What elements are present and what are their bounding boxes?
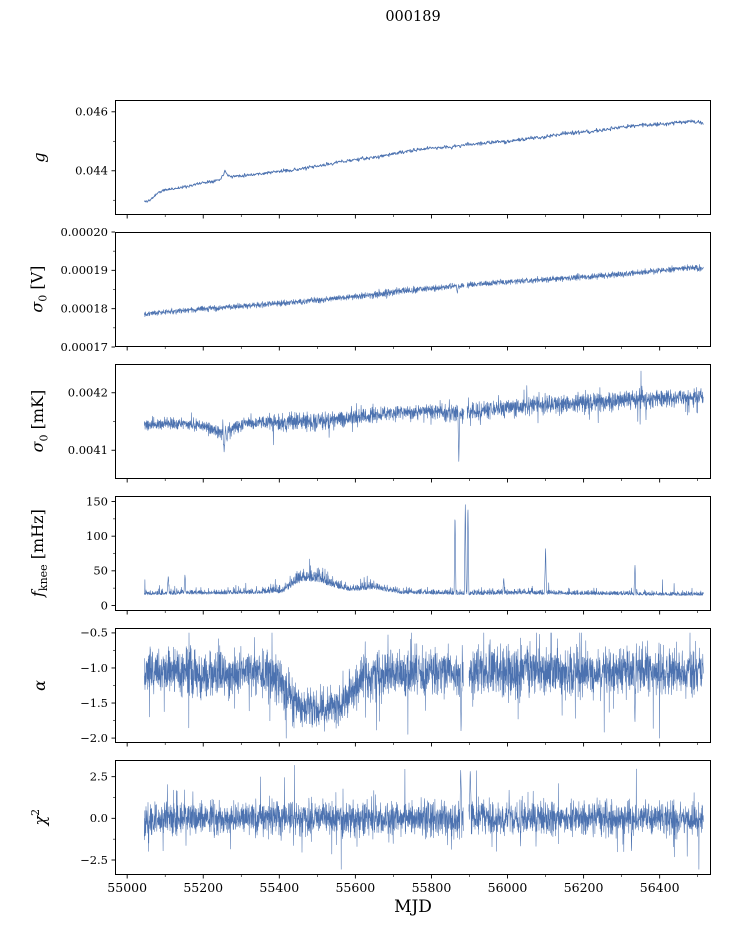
series-line-sigma0-v: [144, 282, 465, 317]
y-axis-label-text-alpha: α: [29, 680, 49, 691]
x-tick-label: 56400: [640, 880, 680, 895]
y-tick-label: 0.046: [75, 105, 108, 119]
series-line-alpha: [144, 632, 464, 739]
series-line-sigma0-mk: [144, 399, 465, 462]
y-axis-label-text-g: g: [29, 152, 49, 163]
x-tick-label: 55600: [335, 880, 375, 895]
series-line-sigma0-mk: [466, 370, 704, 427]
y-axis-label-g: g: [24, 100, 54, 215]
series-line-g: [143, 119, 704, 203]
x-axis-label: MJD: [394, 897, 432, 917]
y-tick-label: −2.0: [80, 731, 108, 745]
panel-frame-alpha: [115, 628, 711, 743]
y-axis-label-text-sigma0-v: σ0 [V]: [27, 265, 51, 314]
y-axis-label-text-chi2: χ2: [28, 809, 50, 826]
y-axis-label-chi2: χ2: [24, 760, 54, 875]
y-tick-label: 0.044: [75, 164, 108, 178]
y-axis-label-sigma0-mk: σ0 [mK]: [24, 364, 54, 479]
x-tick-label: 55400: [259, 880, 299, 895]
series-line-alpha: [468, 632, 704, 739]
x-tick-label: 55200: [183, 880, 223, 895]
y-tick-label: 50: [93, 564, 108, 578]
y-tick-label: 0.0042: [68, 386, 108, 400]
panel-sigma0-v: 0.00017 0.00018 0.00019 0.00020: [60, 225, 711, 354]
x-tick-label: 56200: [564, 880, 604, 895]
y-tick-label: 150: [86, 494, 108, 508]
panel-frame-sigma0-mk: [115, 364, 711, 479]
panel-sigma0-mk: 0.0041 0.0042: [68, 364, 711, 483]
y-axis-label-text-fknee: fknee [mHz]: [27, 509, 51, 598]
panel-fknee: 0 50 100 150: [86, 494, 711, 615]
x-tick-label: 55000: [107, 880, 147, 895]
y-tick-label: −1.0: [80, 661, 108, 675]
panel-frame-fknee: [115, 496, 711, 611]
y-tick-label: −2.5: [80, 853, 108, 867]
y-tick-label: 0.00017: [60, 340, 108, 354]
panel-frame-sigma0-v: [115, 232, 711, 347]
panel-frame-g: [115, 100, 711, 215]
y-tick-label: 0.00020: [60, 225, 108, 239]
y-tick-label: −1.5: [80, 696, 108, 710]
y-tick-label: 100: [86, 529, 108, 543]
series-line-sigma0-v: [466, 264, 704, 289]
panel-frame-chi2: [115, 760, 711, 875]
chart-title: 000189: [385, 9, 441, 25]
y-tick-label: 0.00019: [60, 263, 108, 277]
y-axis-label-sigma0-v: σ0 [V]: [24, 232, 54, 347]
y-axis-label-text-sigma0-mk: σ0 [mK]: [27, 390, 51, 453]
y-tick-label: 0.00018: [60, 301, 108, 315]
y-tick-label: 0.0041: [68, 443, 108, 457]
y-axis-label-fknee: fknee [mHz]: [24, 496, 54, 611]
panel-alpha: −0.5 −1.0 −1.5 −2.0: [80, 626, 711, 747]
series-line-chi2: [468, 768, 704, 870]
panel-g: 0.044 0.046: [75, 100, 711, 219]
panel-chi2: −2.5 0.0 2.5 55000 55200 55400 55600 55800 56000…: [80, 760, 711, 895]
y-tick-label: 0.0: [90, 811, 108, 825]
series-line-chi2: [144, 765, 464, 870]
x-tick-label: 55800: [412, 880, 452, 895]
y-axis-label-alpha: α: [24, 628, 54, 743]
y-tick-label: −0.5: [80, 626, 108, 640]
x-tick-label: 56000: [488, 880, 528, 895]
series-line-fknee: [144, 504, 704, 596]
y-tick-label: 0: [101, 598, 108, 612]
y-tick-label: 2.5: [90, 769, 108, 783]
